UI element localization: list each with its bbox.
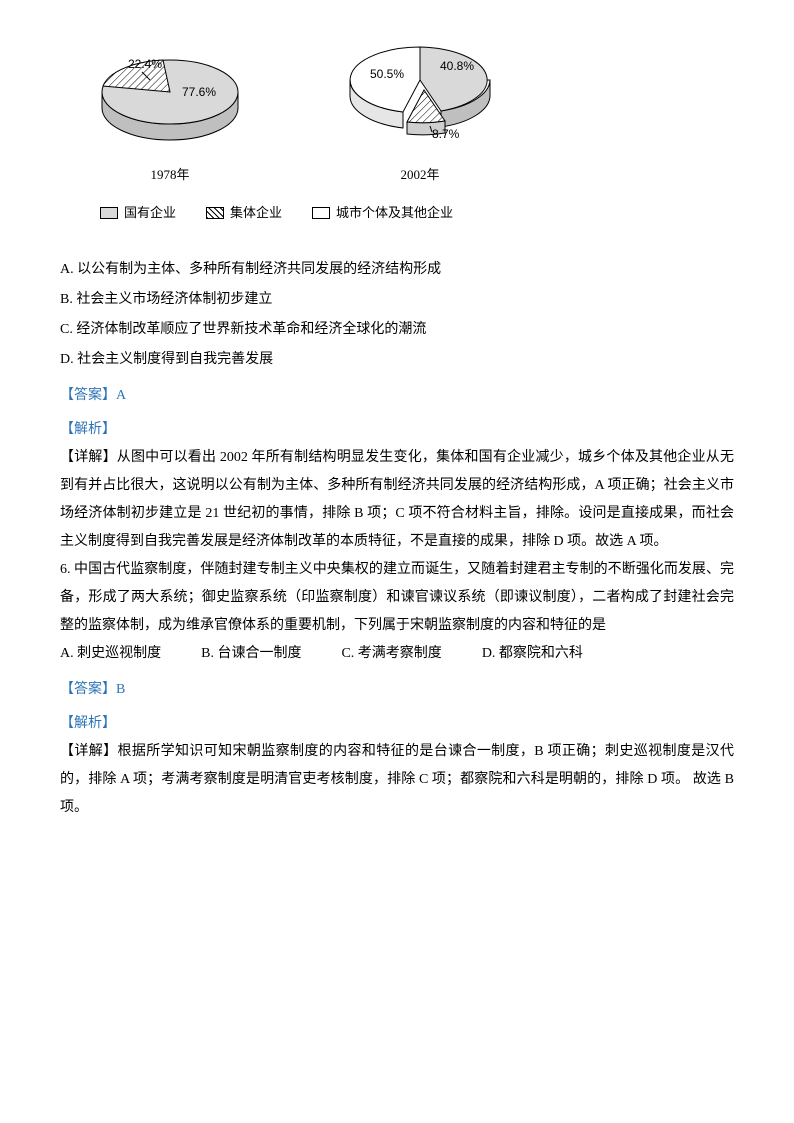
q6-option-a: A. 刺史巡视制度 bbox=[60, 640, 161, 668]
q6-option-b: B. 台谏合一制度 bbox=[201, 640, 301, 668]
legend-state: 国有企业 bbox=[100, 200, 176, 226]
q5-option-b: B. 社会主义市场经济体制初步建立 bbox=[60, 286, 734, 314]
q5-option-d: D. 社会主义制度得到自我完善发展 bbox=[60, 346, 734, 374]
q5-analysis-label: 【解析】 bbox=[60, 416, 734, 444]
legend-state-label: 国有企业 bbox=[124, 200, 176, 226]
pie-1978: 22.4% 77.6% 1978年 bbox=[80, 30, 260, 188]
q5-analysis: 【详解】从图中可以看出 2002 年所有制结构明显发生变化，集体和国有企业减少，… bbox=[60, 444, 734, 556]
pie-1978-label-hatch: 22.4% bbox=[128, 57, 162, 71]
pie-2002-svg: 50.5% 40.8% 8.7% bbox=[320, 20, 520, 160]
pie-2002-label-gray: 40.8% bbox=[440, 59, 474, 73]
pie-2002-label-hatch: 8.7% bbox=[432, 127, 460, 141]
legend-collective-label: 集体企业 bbox=[230, 200, 282, 226]
q5-answer: 【答案】A bbox=[60, 382, 734, 410]
q6-analysis-label: 【解析】 bbox=[60, 710, 734, 738]
legend-collective: 集体企业 bbox=[206, 200, 282, 226]
swatch-white bbox=[312, 207, 330, 219]
q6-options: A. 刺史巡视制度 B. 台谏合一制度 C. 考满考察制度 D. 都察院和六科 bbox=[60, 640, 734, 668]
legend-private: 城市个体及其他企业 bbox=[312, 200, 453, 226]
q6-answer: 【答案】B bbox=[60, 676, 734, 704]
q5-option-a: A. 以公有制为主体、多种所有制经济共同发展的经济结构形成 bbox=[60, 256, 734, 284]
pie-1978-year: 1978年 bbox=[150, 162, 189, 188]
q5-option-c: C. 经济体制改革顺应了世界新技术革命和经济全球化的潮流 bbox=[60, 316, 734, 344]
q6-analysis: 【详解】根据所学知识可知宋朝监察制度的内容和特征的是台谏合一制度，B 项正确；刺… bbox=[60, 738, 734, 822]
ownership-pie-charts: 22.4% 77.6% 1978年 bbox=[60, 20, 734, 226]
chart-legend: 国有企业 集体企业 城市个体及其他企业 bbox=[60, 200, 734, 226]
pie-1978-label-gray: 77.6% bbox=[182, 85, 216, 99]
pie-2002: 50.5% 40.8% 8.7% 2002年 bbox=[320, 20, 520, 188]
pie-2002-label-white: 50.5% bbox=[370, 67, 404, 81]
pie-2002-year: 2002年 bbox=[400, 162, 439, 188]
swatch-hatch bbox=[206, 207, 224, 219]
swatch-gray bbox=[100, 207, 118, 219]
pies-row: 22.4% 77.6% 1978年 bbox=[60, 20, 734, 188]
q6-option-c: C. 考满考察制度 bbox=[341, 640, 441, 668]
q6-stem: 6. 中国古代监察制度，伴随封建专制主义中央集权的建立而诞生，又随着封建君主专制… bbox=[60, 556, 734, 640]
q6-option-d: D. 都察院和六科 bbox=[482, 640, 583, 668]
legend-private-label: 城市个体及其他企业 bbox=[336, 200, 453, 226]
pie-1978-svg: 22.4% 77.6% bbox=[80, 30, 260, 160]
